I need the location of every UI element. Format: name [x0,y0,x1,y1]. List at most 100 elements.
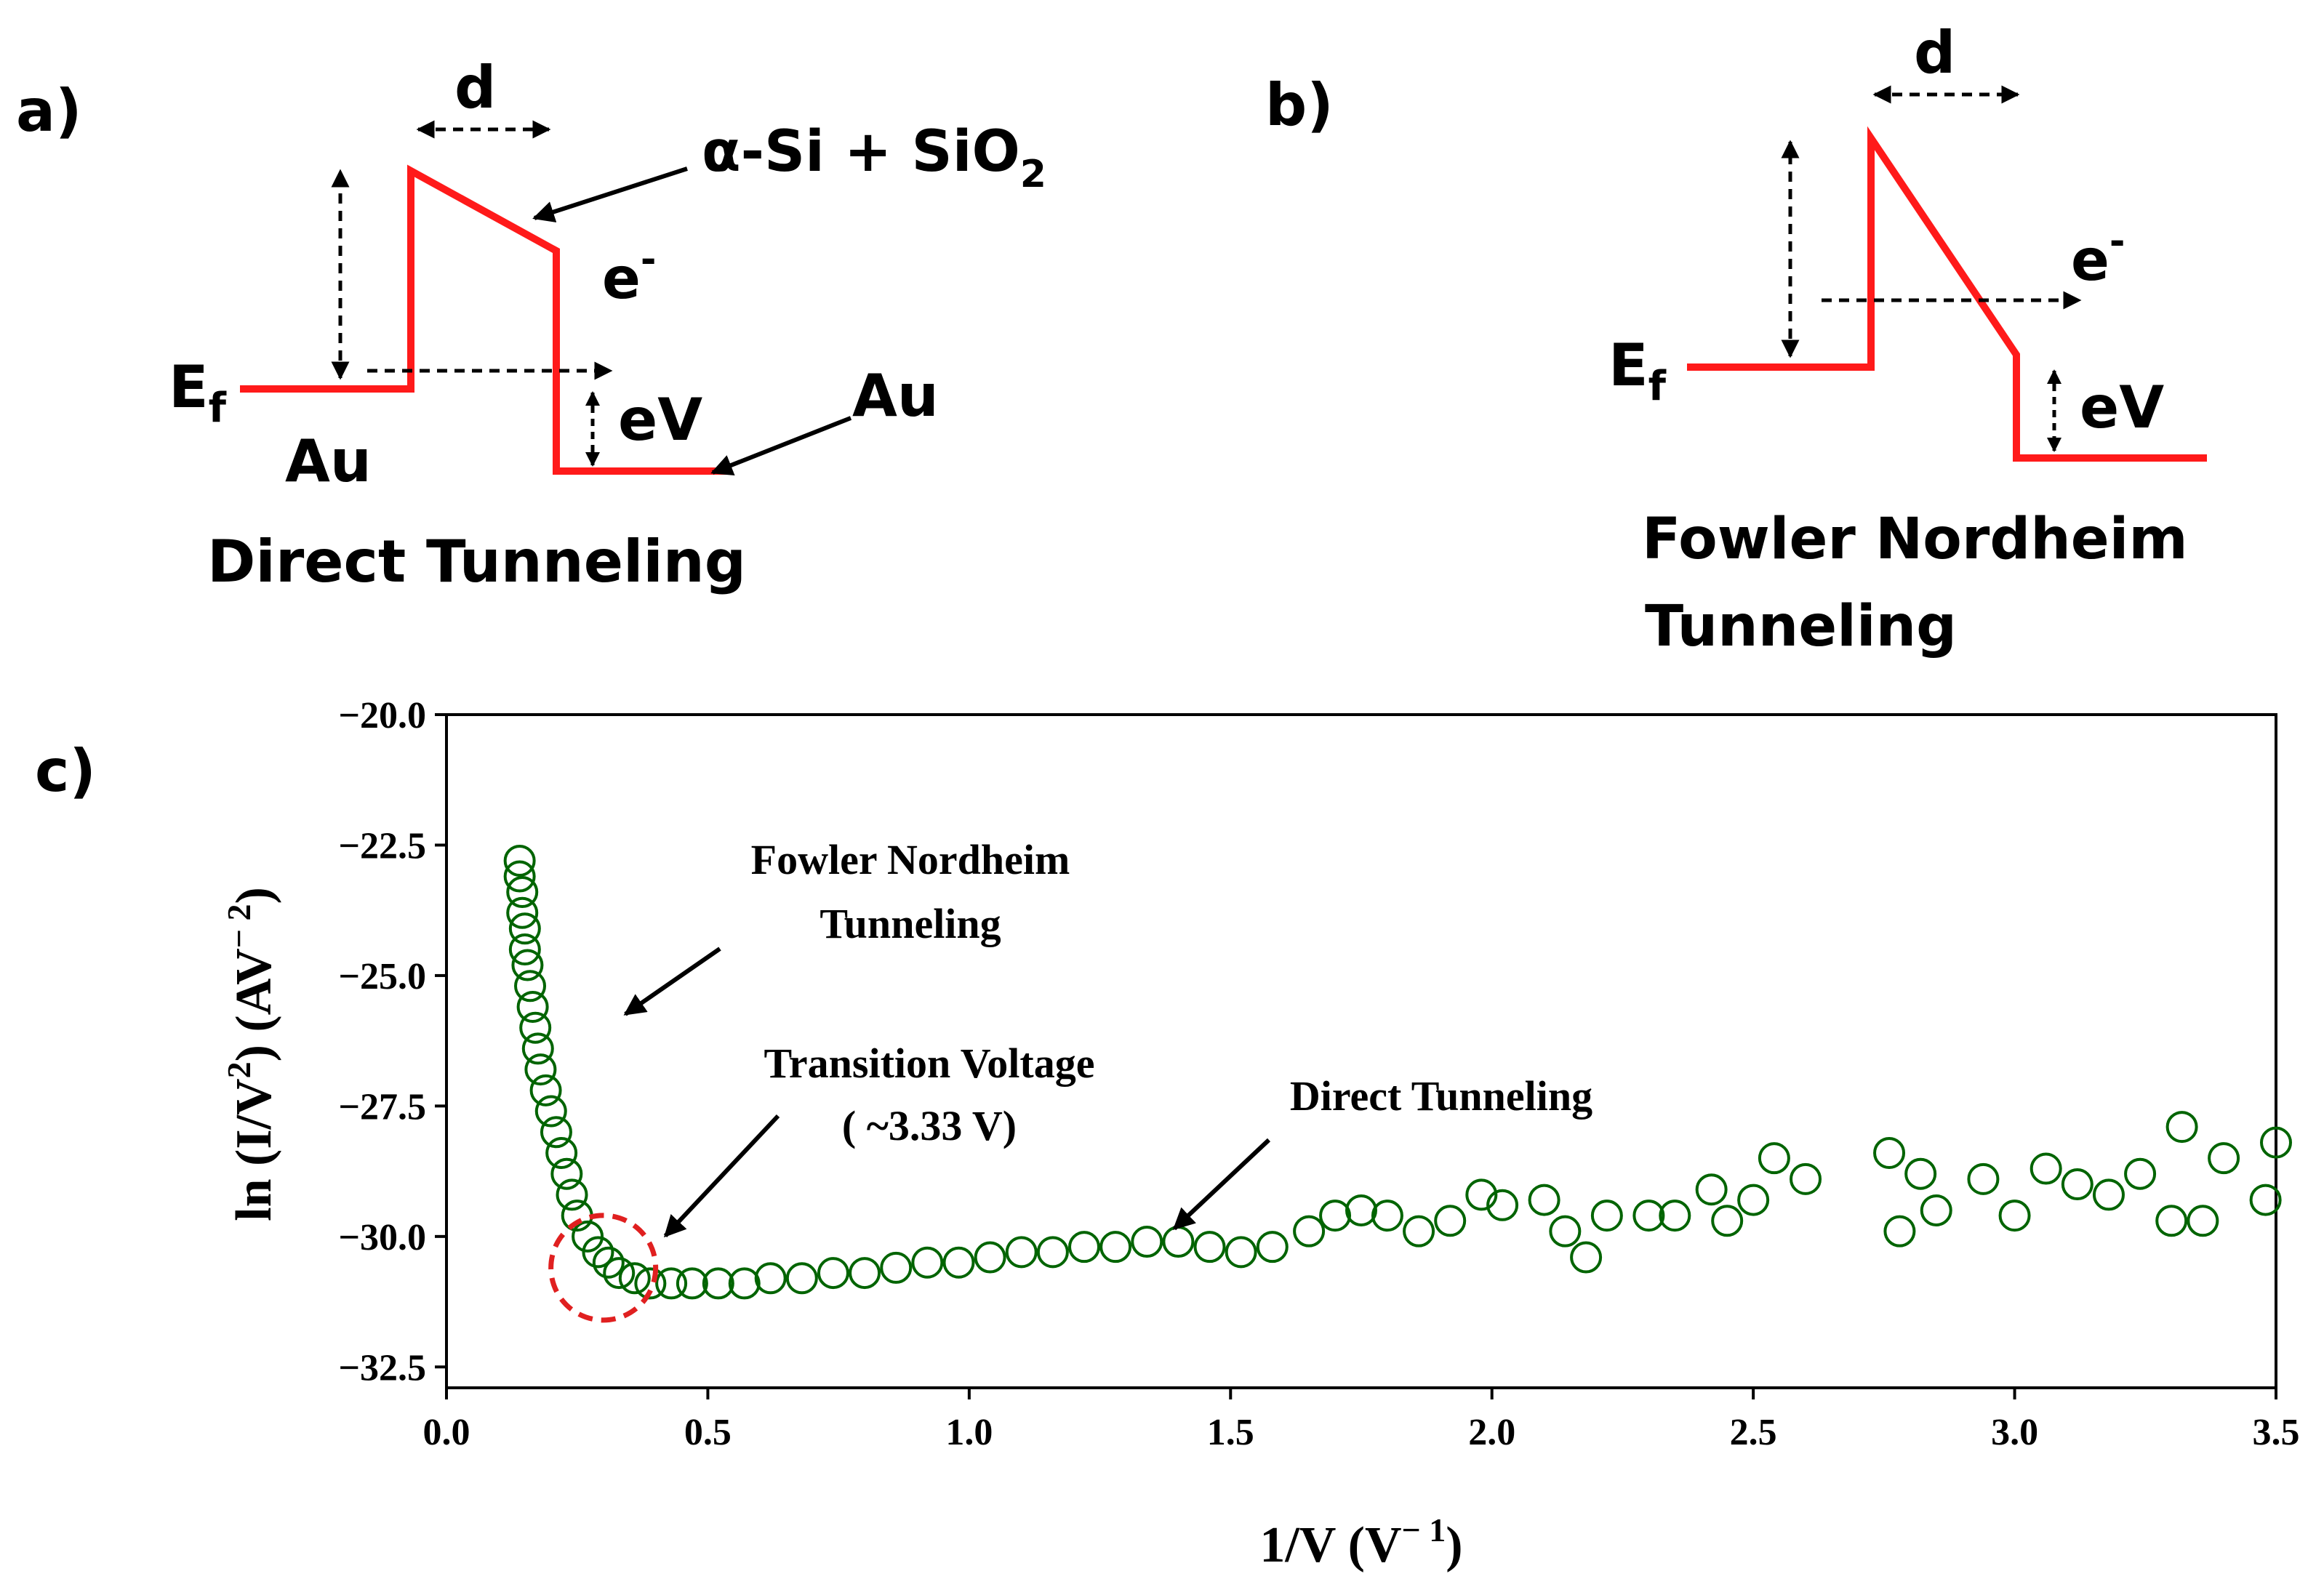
x-tick-label: 3.5 [2253,1412,2300,1453]
data-point [1659,1200,1691,1232]
data-point [506,896,539,929]
data-point [1570,1241,1603,1274]
data-point [534,1095,567,1128]
data-point [676,1267,708,1300]
data-point [1695,1173,1728,1206]
panel-b-d-label: d [1914,19,1955,87]
data-point [634,1267,667,1300]
dt-annotation: Direct Tunneling [1290,1072,1592,1120]
data-point [1758,1142,1790,1175]
data-point [511,949,544,981]
data-point [519,1011,552,1044]
data-point [1904,1157,1937,1190]
data-point [1967,1162,2000,1195]
data-point [880,1251,913,1284]
x-axis: 0.0 0.5 1.0 1.5 2.0 2.5 3.0 3.5 [423,1388,2300,1453]
data-point [1486,1189,1519,1221]
plot-frame [445,713,2277,1389]
data-point [1711,1205,1744,1237]
panel-b: b) d e- Ef eV Fowler Nordheim Tunneling [1265,19,2207,659]
tv-annotation-line1: Transition Voltage [764,1040,1095,1087]
x-axis-label: 1/V (V− 1) [1259,1511,1462,1573]
data-point [2124,1157,2157,1190]
data-point [702,1267,734,1300]
data-point [603,1257,636,1290]
data-point [1005,1236,1038,1269]
data-point [1549,1215,1582,1248]
data-point [524,1053,557,1086]
x-tick-label: 2.0 [1468,1412,1515,1453]
data-point [817,1257,849,1290]
data-point [1920,1194,1952,1226]
data-point [618,1262,651,1295]
panel-a-material-pointer [532,166,688,222]
panel-a-d-label: d [454,54,496,121]
data-point [1737,1184,1770,1216]
y-axis: −20.0 −22.5 −25.0 −27.5 −30.0 −32.5 [338,695,446,1389]
data-point [503,860,536,893]
x-tick-label: 3.0 [1991,1412,2038,1453]
panel-a-label: a) [16,77,82,145]
data-point [942,1246,975,1279]
x-tick-label: 1.0 [945,1412,993,1453]
panel-a-caption: Direct Tunneling [207,528,746,595]
transition-highlight-circle [548,1213,659,1323]
panel-b-ev-label: eV [2080,374,2164,441]
data-point [2249,1184,2282,1216]
data-point [2155,1205,2188,1237]
dt-annotation-arrow [1172,1138,1271,1231]
panel-c-label: c) [35,737,96,805]
panel-b-caption-line2: Tunneling [1645,594,1957,659]
panel-b-label: b) [1265,71,1334,139]
y-tick-label: −25.0 [338,956,426,997]
data-point [1099,1231,1132,1263]
data-point [556,1178,588,1211]
data-point [514,970,547,1003]
panel-b-band-profile [1687,126,2207,462]
data-point [508,933,541,966]
data-point [849,1257,881,1290]
x-tick-label: 1.5 [1207,1412,1254,1453]
data-point [529,1074,562,1106]
data-point [1998,1200,2031,1232]
data-point [540,1116,572,1149]
data-point [1345,1194,1377,1226]
x-tick-label: 2.5 [1730,1412,1777,1453]
data-point [728,1267,761,1300]
data-point [1293,1215,1326,1248]
data-point [1434,1205,1467,1237]
data-point [1371,1200,1403,1232]
fn-annotation-line2: Tunneling [820,900,1001,947]
data-point [506,876,539,909]
data-point [545,1136,578,1169]
data-point [521,1032,554,1065]
data-point [2208,1142,2240,1175]
data-point [1590,1200,1623,1232]
data-point [1883,1215,1916,1248]
panel-b-electron-label: e- [2071,220,2125,294]
panel-a-fermi-label: Ef [169,353,227,432]
data-point [1528,1184,1560,1216]
data-point [1403,1215,1435,1248]
data-point [911,1246,944,1279]
y-tick-label: −22.5 [338,825,426,867]
data-point [1068,1231,1101,1263]
y-tick-label: −20.0 [338,695,426,736]
data-point [974,1241,1006,1274]
panel-a-band-profile [240,164,731,475]
data-point [1225,1236,1257,1269]
panel-a-au-left-label: Au [285,427,372,495]
data-point [1036,1236,1069,1269]
fn-annotation-line1: Fowler Nordheim [751,836,1070,883]
data-point [1256,1231,1289,1263]
data-point [2061,1168,2093,1201]
data-point [1873,1136,1906,1169]
data-point [1632,1200,1665,1232]
y-tick-label: −27.5 [338,1086,426,1128]
data-point [2165,1111,2198,1144]
x-tick-label: 0.5 [684,1412,732,1453]
panel-a-electron-label: e- [602,238,657,312]
data-point [1790,1162,1822,1195]
data-point [508,912,541,945]
